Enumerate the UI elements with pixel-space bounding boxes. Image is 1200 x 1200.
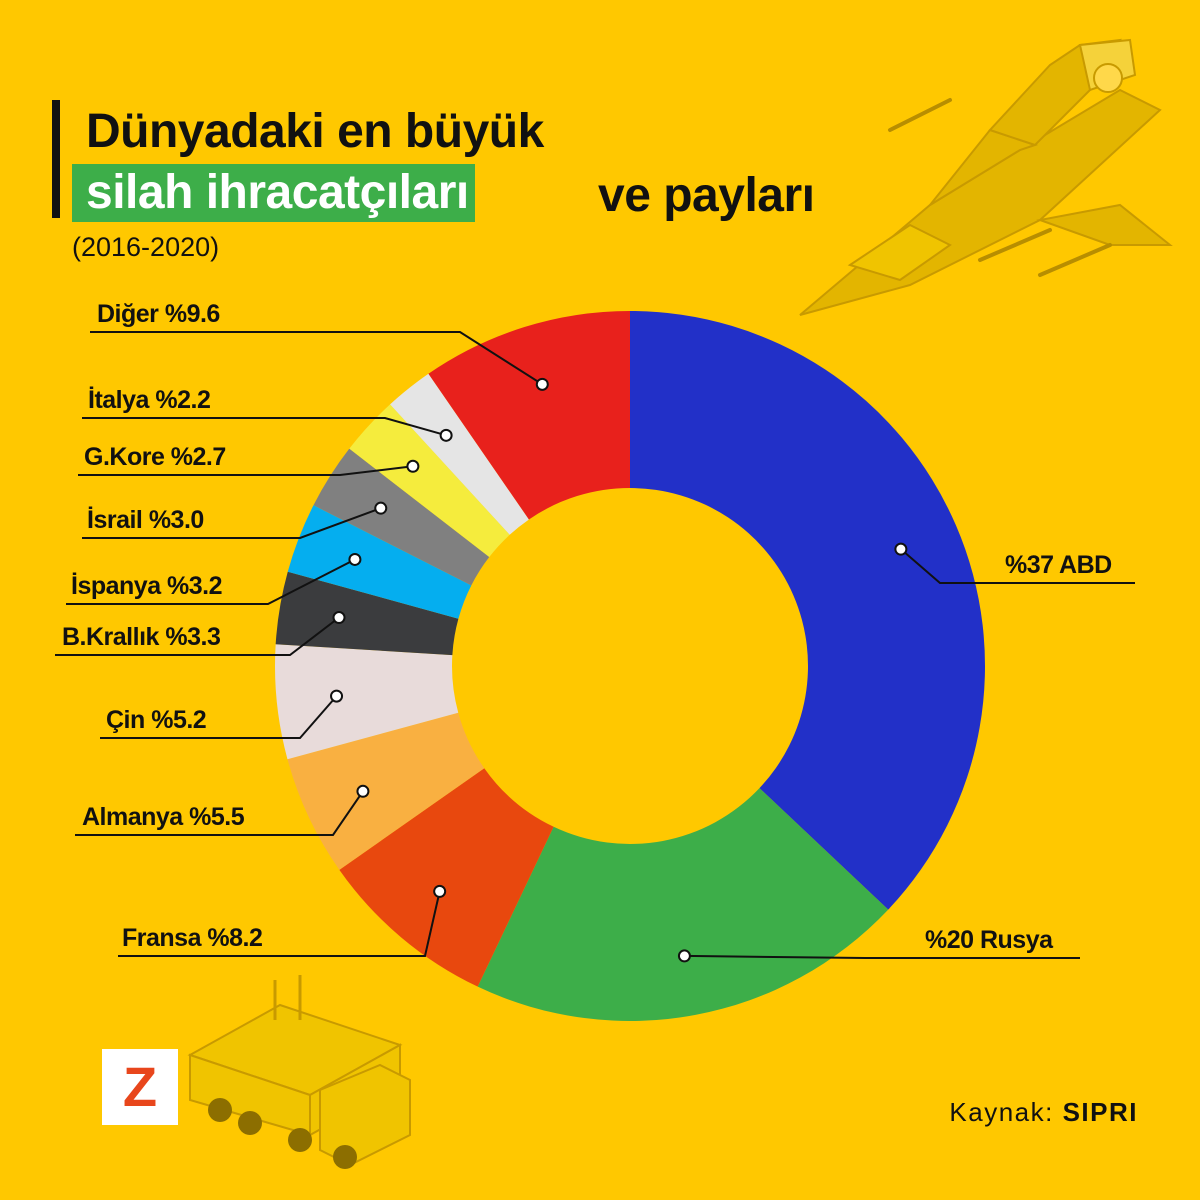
slice-label-fransa: Fransa %8.2 <box>122 924 262 952</box>
leader-line-b.krallık <box>55 616 340 656</box>
brand-logo: Z <box>102 1049 178 1125</box>
military-truck-illustration <box>187 975 411 1169</box>
pie-slice-i̇srail <box>313 448 490 586</box>
pie-slice-abd <box>630 311 985 910</box>
leader-line-g.kore <box>78 465 414 476</box>
slice-label-i̇talya: İtalya %2.2 <box>88 386 210 414</box>
pie-slice-i̇spanya <box>287 505 472 619</box>
leader-line-i̇talya <box>82 417 447 437</box>
slice-label-abd: %37 ABD <box>1005 551 1112 579</box>
slice-label-çin: Çin %5.2 <box>106 706 206 734</box>
pie-slice-fransa <box>339 768 554 987</box>
slice-label-rusya: %20 Rusya <box>925 926 1054 954</box>
slice-label-diğer: Diğer %9.6 <box>97 300 220 328</box>
leader-dot-i̇srail <box>374 501 388 515</box>
leader-dot-i̇talya <box>439 428 453 442</box>
leader-line-almanya <box>75 790 364 836</box>
leader-dot-abd <box>894 542 908 556</box>
page-title-highlight: silah ihracatçıları <box>72 164 475 222</box>
leader-line-abd <box>900 548 1135 584</box>
source-value: SIPRI <box>1062 1097 1138 1127</box>
subtitle-period: (2016-2020) <box>72 232 220 262</box>
leader-dot-rusya <box>677 949 691 963</box>
title-accent-bar <box>52 100 60 218</box>
slice-label-i̇spanya: İspanya %3.2 <box>71 572 222 600</box>
pie-slice-çin <box>275 644 459 760</box>
leader-line-diğer <box>90 331 543 386</box>
leader-line-çin <box>100 695 338 739</box>
pie-slice-diğer <box>428 311 630 520</box>
source-label: Kaynak: <box>949 1097 1054 1127</box>
source-note: Kaynak: SIPRI <box>949 1097 1138 1128</box>
leader-dot-b.krallık <box>332 611 346 625</box>
leader-dot-i̇spanya <box>348 552 362 566</box>
leader-dot-çin <box>330 689 344 703</box>
leader-line-rusya <box>684 954 1080 959</box>
slice-label-g.kore: G.Kore %2.7 <box>84 443 226 471</box>
slice-label-almanya: Almanya %5.5 <box>82 803 245 831</box>
leader-dot-almanya <box>356 784 370 798</box>
slice-label-i̇srail: İsrail %3.0 <box>87 506 204 534</box>
fighter-jet-illustration <box>799 38 1173 316</box>
pie-slice-g.kore <box>349 404 510 558</box>
leader-dot-g.kore <box>406 459 420 473</box>
leader-dot-fransa <box>433 884 447 898</box>
pie-slice-rusya <box>477 788 889 1022</box>
brand-logo-letter: Z <box>122 1055 158 1118</box>
pie-slice-b.krallık <box>275 571 459 656</box>
leader-line-fransa <box>118 891 441 957</box>
slice-label-b.krallık: B.Krallık %3.3 <box>62 623 220 651</box>
pie-slice-i̇talya <box>390 373 529 535</box>
page-title-line1: Dünyadaki en büyük <box>86 105 544 158</box>
leader-line-i̇spanya <box>66 558 356 605</box>
page-title-line2: ve payları <box>598 169 815 222</box>
leader-line-i̇srail <box>82 507 382 539</box>
leader-dot-diğer <box>535 377 549 391</box>
